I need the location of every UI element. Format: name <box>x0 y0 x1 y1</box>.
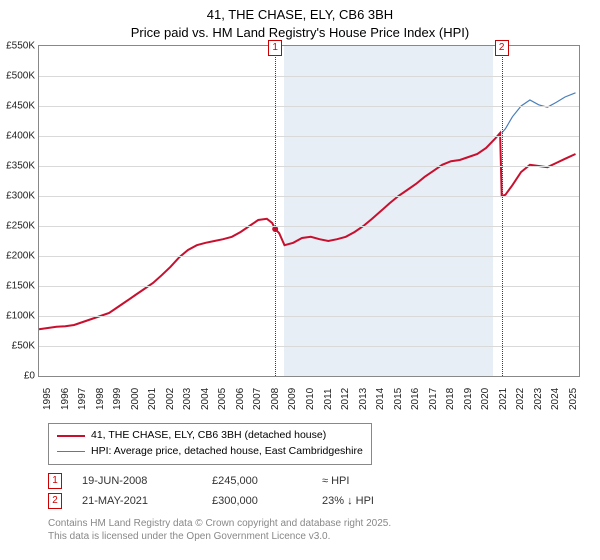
sale-price: £245,000 <box>212 475 302 487</box>
chart-container: 41, THE CHASE, ELY, CB6 3BH Price paid v… <box>0 0 600 560</box>
series-line-blue <box>502 93 576 133</box>
x-axis-label: 1995 <box>42 388 53 410</box>
x-axis-label: 2015 <box>393 388 404 410</box>
x-axis-label: 1998 <box>95 388 106 410</box>
plot-region: £0£50K£100K£150K£200K£250K£300K£350K£400… <box>38 45 580 377</box>
chart-area: £0£50K£100K£150K£200K£250K£300K£350K£400… <box>38 45 598 415</box>
x-axis-label: 2000 <box>130 388 141 410</box>
sale-date: 19-JUN-2008 <box>82 475 192 487</box>
chart-lines <box>39 46 579 376</box>
y-axis-label: £100K <box>6 311 35 322</box>
y-axis-label: £250K <box>6 221 35 232</box>
legend-item: HPI: Average price, detached house, East… <box>57 444 363 460</box>
sale-number-box: 1 <box>48 473 62 489</box>
x-axis-label: 2009 <box>287 388 298 410</box>
y-axis-label: £450K <box>6 101 35 112</box>
legend-label: 41, THE CHASE, ELY, CB6 3BH (detached ho… <box>91 428 326 444</box>
x-axis-label: 2011 <box>323 389 334 411</box>
x-axis-label: 2013 <box>358 388 369 410</box>
sale-delta: 23% ↓ HPI <box>322 495 374 507</box>
x-axis-label: 2020 <box>480 388 491 410</box>
x-axis-label: 2001 <box>147 388 158 410</box>
x-axis-label: 2022 <box>515 388 526 410</box>
title-line-1: 41, THE CHASE, ELY, CB6 3BH <box>0 6 600 24</box>
gridline <box>39 286 579 287</box>
y-axis-label: £400K <box>6 131 35 142</box>
marker-number-box: 2 <box>495 40 509 56</box>
x-axis-label: 2004 <box>200 388 211 410</box>
sales-row: 1 19-JUN-2008 £245,000 ≈ HPI <box>48 471 600 491</box>
x-axis-label: 2014 <box>375 388 386 410</box>
x-axis-label: 2002 <box>165 388 176 410</box>
x-axis-label: 2003 <box>182 388 193 410</box>
legend-label: HPI: Average price, detached house, East… <box>91 444 363 460</box>
legend-swatch <box>57 451 85 452</box>
gridline <box>39 136 579 137</box>
title-block: 41, THE CHASE, ELY, CB6 3BH Price paid v… <box>0 0 600 41</box>
x-axis-label: 2019 <box>463 388 474 410</box>
x-axis-label: 1999 <box>112 388 123 410</box>
x-axis-label: 1996 <box>60 388 71 410</box>
x-axis-label: 1997 <box>77 388 88 410</box>
x-axis-label: 2021 <box>498 388 509 410</box>
y-axis-label: £350K <box>6 161 35 172</box>
x-axis-label: 2016 <box>410 388 421 410</box>
footnote-line-1: Contains HM Land Registry data © Crown c… <box>48 517 600 531</box>
x-axis-label: 2017 <box>428 388 439 410</box>
x-axis-label: 2007 <box>252 388 263 410</box>
y-axis-label: £300K <box>6 191 35 202</box>
x-axis-label: 2010 <box>305 388 316 410</box>
sales-row: 2 21-MAY-2021 £300,000 23% ↓ HPI <box>48 491 600 511</box>
legend-swatch <box>57 435 85 437</box>
marker-line <box>502 46 503 376</box>
legend-item: 41, THE CHASE, ELY, CB6 3BH (detached ho… <box>57 428 363 444</box>
gridline <box>39 256 579 257</box>
gridline <box>39 346 579 347</box>
y-axis-label: £0 <box>24 371 35 382</box>
gridline <box>39 76 579 77</box>
y-axis-label: £550K <box>6 41 35 52</box>
x-axis-label: 2024 <box>550 388 561 410</box>
x-axis-label: 2025 <box>568 388 579 410</box>
y-axis-label: £200K <box>6 251 35 262</box>
footnote: Contains HM Land Registry data © Crown c… <box>48 517 600 544</box>
x-axis-label: 2006 <box>235 388 246 410</box>
x-axis-label: 2005 <box>217 388 228 410</box>
x-axis-label: 2008 <box>270 388 281 410</box>
sale-number-box: 2 <box>48 493 62 509</box>
footnote-line-2: This data is licensed under the Open Gov… <box>48 530 600 544</box>
sale-date: 21-MAY-2021 <box>82 495 192 507</box>
x-axis-label: 2012 <box>340 388 351 410</box>
sales-table: 1 19-JUN-2008 £245,000 ≈ HPI 2 21-MAY-20… <box>48 471 600 511</box>
y-axis-label: £150K <box>6 281 35 292</box>
gridline <box>39 196 579 197</box>
x-axis-label: 2018 <box>445 388 456 410</box>
gridline <box>39 316 579 317</box>
gridline <box>39 166 579 167</box>
marker-number-box: 1 <box>268 40 282 56</box>
x-axis-label: 2023 <box>533 388 544 410</box>
gridline <box>39 106 579 107</box>
sale-price: £300,000 <box>212 495 302 507</box>
marker-line <box>275 46 276 376</box>
legend: 41, THE CHASE, ELY, CB6 3BH (detached ho… <box>48 423 372 465</box>
gridline <box>39 226 579 227</box>
y-axis-label: £50K <box>12 341 35 352</box>
y-axis-label: £500K <box>6 71 35 82</box>
sale-delta: ≈ HPI <box>322 475 349 487</box>
title-line-2: Price paid vs. HM Land Registry's House … <box>0 24 600 42</box>
series-line-red <box>39 133 576 329</box>
